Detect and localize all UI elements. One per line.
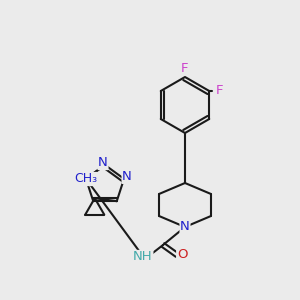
Text: N: N <box>98 157 108 169</box>
Text: N: N <box>122 170 132 183</box>
Text: O: O <box>177 248 187 262</box>
Text: F: F <box>215 85 223 98</box>
Text: NH: NH <box>133 250 153 263</box>
Text: CH₃: CH₃ <box>74 172 98 185</box>
Text: F: F <box>181 62 189 76</box>
Text: N: N <box>180 220 190 233</box>
